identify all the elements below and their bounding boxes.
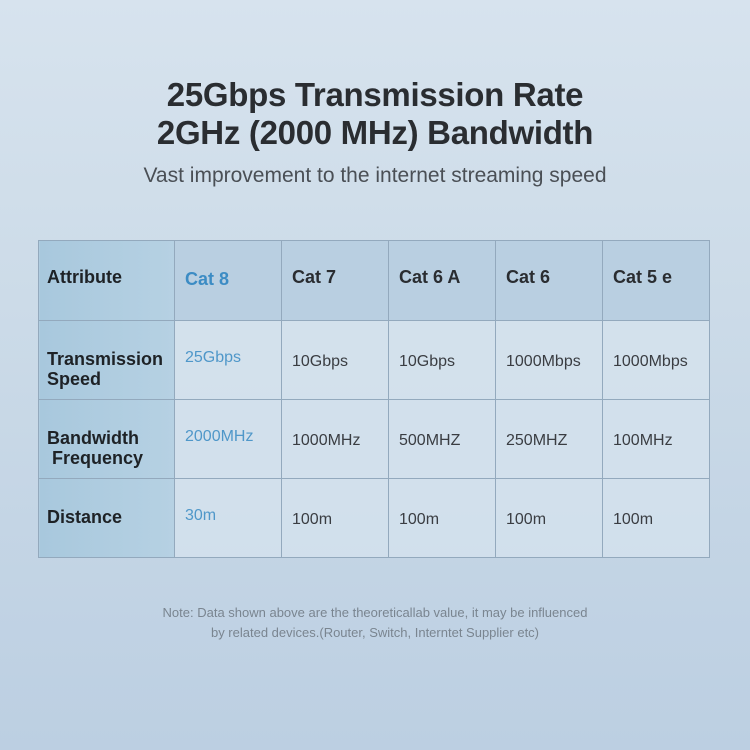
table-row: Transmission Speed 25Gbps 10Gbps 10Gbps 1… — [38, 320, 710, 400]
footnote: Note: Data shown above are the theoretic… — [0, 603, 750, 643]
row-label-line2: Frequency — [52, 448, 144, 468]
cell: 30m — [174, 478, 282, 558]
cell: 100m — [495, 478, 603, 558]
row-label: Distance — [38, 478, 175, 558]
cell: 25Gbps — [174, 320, 282, 400]
headline-bandwidth: 2GHz (2000 MHz) Bandwidth — [156, 114, 594, 151]
cell: 250MHZ — [495, 399, 603, 479]
cell: 100m — [388, 478, 496, 558]
row-label: Bandwidth Frequency — [38, 399, 175, 479]
subtitle: Vast improvement to the internet streami… — [143, 164, 607, 187]
cell: 100m — [602, 478, 710, 558]
footnote-line1: Note: Data shown above are the theoretic… — [162, 605, 588, 620]
row-label: Transmission Speed — [38, 320, 175, 400]
table-header-row: Attribute Cat 8 Cat 7 Cat 6 A Cat 6 Cat … — [38, 240, 710, 321]
row-label-line1: Bandwidth — [47, 428, 139, 448]
table-row: Bandwidth Frequency 2000MHz 1000MHz 500M… — [38, 399, 710, 479]
header-attribute: Attribute — [38, 240, 175, 321]
header-cat7: Cat 7 — [281, 240, 389, 321]
header-cat6a: Cat 6 A — [388, 240, 496, 321]
cell: 500MHZ — [388, 399, 496, 479]
footnote-line2: by related devices.(Router, Switch, Inte… — [210, 625, 540, 640]
comparison-table: Attribute Cat 8 Cat 7 Cat 6 A Cat 6 Cat … — [38, 240, 710, 558]
row-label-line1: Transmission — [47, 349, 164, 369]
header-cat6: Cat 6 — [495, 240, 603, 321]
cell: 10Gbps — [388, 320, 496, 400]
cell: 10Gbps — [281, 320, 389, 400]
row-label-line2: Speed — [47, 369, 102, 389]
cell: 1000Mbps — [602, 320, 710, 400]
header-cat8: Cat 8 — [174, 240, 282, 321]
cell: 100MHz — [602, 399, 710, 479]
cell: 2000MHz — [174, 399, 282, 479]
cell: 1000MHz — [281, 399, 389, 479]
table-row: Distance 30m 100m 100m 100m 100m — [38, 478, 710, 558]
headline-rate: 25Gbps Transmission Rate — [166, 76, 584, 113]
header-cat5e: Cat 5 e — [602, 240, 710, 321]
cell: 1000Mbps — [495, 320, 603, 400]
cell: 100m — [281, 478, 389, 558]
